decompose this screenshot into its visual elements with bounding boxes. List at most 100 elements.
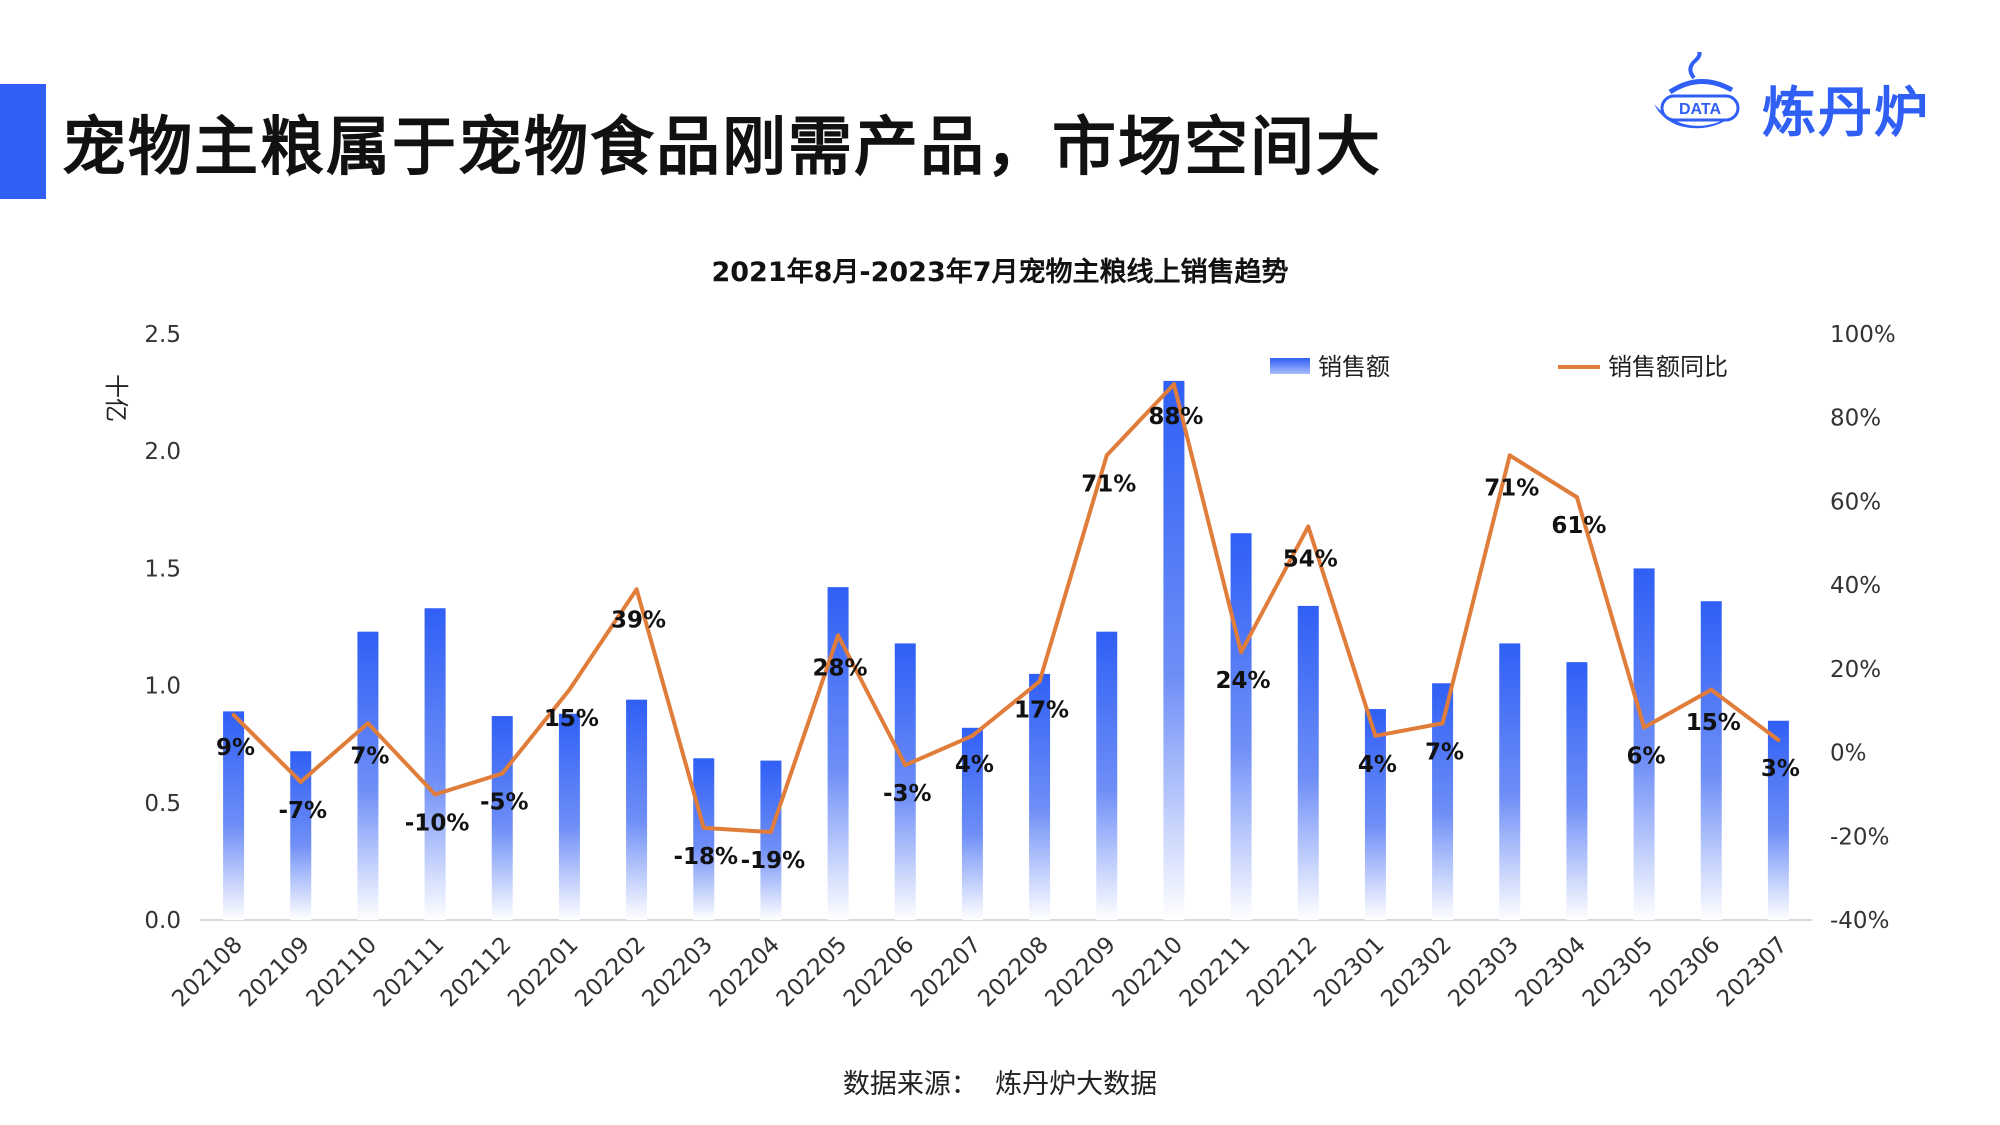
y-axis-unit: 十亿 [102, 374, 130, 422]
sales-bar [693, 758, 715, 920]
x-axis-tick-label: 202205 [772, 932, 852, 1012]
yoy-growth-point [768, 830, 773, 835]
yoy-growth-point [500, 771, 505, 776]
sales-bar [424, 608, 446, 920]
yoy-data-label: 61% [1551, 513, 1606, 539]
sales-bar [1432, 683, 1454, 920]
sales-bar [827, 587, 849, 920]
yoy-growth-point [1239, 650, 1244, 655]
x-axis-tick-label: 202207 [906, 932, 986, 1012]
x-axis-tick-label: 202201 [503, 932, 583, 1012]
legend-line-label: 销售额同比 [1608, 353, 1728, 381]
data-source-note: 数据来源： 炼丹炉大数据 [842, 1069, 1158, 1100]
y2-axis-tick-label: 100% [1830, 322, 1896, 348]
yoy-growth-point [298, 779, 303, 784]
yoy-data-label: -10% [405, 810, 470, 836]
y2-axis-tick-label: 60% [1830, 489, 1881, 515]
sales-bar [760, 760, 782, 920]
sales-bar [1364, 709, 1386, 920]
x-axis-tick-label: 202203 [638, 932, 718, 1012]
x-axis-tick-label: 202208 [973, 932, 1053, 1012]
yoy-data-label: 54% [1283, 547, 1338, 573]
yoy-growth-point [1574, 495, 1579, 500]
y-axis-tick-label: 0.5 [144, 791, 181, 817]
yoy-growth-point [1037, 679, 1042, 684]
sales-bar [1767, 720, 1789, 920]
y-axis-tick-label: 1.5 [144, 556, 181, 582]
yoy-data-label: -3% [883, 781, 932, 807]
y-axis-tick-label: 0.0 [144, 908, 181, 934]
yoy-data-label: 4% [1358, 752, 1397, 778]
yoy-growth-line [232, 382, 1780, 835]
sales-bar [1163, 380, 1185, 920]
yoy-data-label: 15% [544, 706, 599, 732]
yoy-growth-point [1507, 453, 1512, 458]
yoy-growth-point [1104, 453, 1109, 458]
y2-axis-tick-label: 80% [1830, 406, 1881, 432]
x-axis-tick-label: 202301 [1309, 932, 1389, 1012]
yoy-data-label: 3% [1761, 756, 1800, 782]
yoy-growth-point [1306, 524, 1311, 529]
y2-axis-tick-label: -20% [1830, 824, 1889, 850]
sales-bar [1297, 605, 1319, 920]
yoy-data-label: 88% [1148, 404, 1203, 430]
yoy-data-label: 39% [611, 607, 666, 633]
yoy-data-label: 7% [350, 743, 389, 769]
x-axis-tick-label: 202112 [436, 932, 516, 1012]
sales-bar [1566, 662, 1588, 920]
logo-text: 炼丹炉 [1762, 81, 1930, 144]
yoy-data-label: 6% [1627, 743, 1666, 769]
x-axis-tick-label: 202111 [369, 932, 449, 1012]
sales-bar [491, 716, 513, 920]
sales-bar [894, 643, 916, 920]
x-axis-tick-label: 202212 [1242, 932, 1322, 1012]
yoy-data-label: 17% [1014, 697, 1069, 723]
yoy-growth-point [970, 733, 975, 738]
x-axis-tick-label: 202210 [1108, 932, 1188, 1012]
yoy-data-label: 24% [1216, 668, 1271, 694]
y-axis-tick-label: 2.0 [144, 439, 181, 465]
yoy-growth-point [1642, 725, 1647, 730]
y-axis-tick-label: 1.0 [144, 674, 181, 700]
sales-bar [1096, 631, 1118, 920]
x-axis-tick-label: 202307 [1712, 932, 1792, 1012]
sales-bar [223, 711, 245, 920]
x-axis-tick-label: 202202 [570, 932, 650, 1012]
y2-axis-tick-label: 0% [1830, 741, 1867, 767]
x-axis-tick-label: 202109 [235, 932, 315, 1012]
yoy-growth-point [634, 587, 639, 592]
y2-axis-tick-label: 20% [1830, 657, 1881, 683]
yoy-data-label: -5% [480, 790, 529, 816]
title-accent-bar [0, 84, 46, 199]
yoy-data-label: 28% [813, 655, 868, 681]
y2-axis-tick-label: 40% [1830, 573, 1881, 599]
x-axis-tick-label: 202304 [1511, 932, 1591, 1012]
x-axis-tick-label: 202305 [1578, 932, 1658, 1012]
x-axis-tick-label: 202302 [1376, 932, 1456, 1012]
yoy-growth-point [365, 721, 370, 726]
yoy-growth-point [433, 792, 438, 797]
sales-bar [558, 713, 580, 920]
y-axis-tick-label: 2.5 [144, 322, 181, 348]
yoy-growth-point [231, 712, 236, 717]
x-axis-tick-label: 202206 [839, 932, 919, 1012]
logo-badge: DATA [1679, 101, 1722, 118]
yoy-data-label: 71% [1484, 475, 1539, 501]
yoy-growth-point [1709, 687, 1714, 692]
logo-icon: DATA [1654, 52, 1740, 129]
x-axis-tick-label: 202110 [302, 932, 382, 1012]
yoy-growth-point [836, 633, 841, 638]
sales-bar [1029, 673, 1051, 920]
sales-bar [1633, 568, 1655, 920]
x-axis-tick-label: 202209 [1041, 932, 1121, 1012]
yoy-data-label: -19% [741, 848, 806, 874]
yoy-data-label: -7% [278, 798, 327, 824]
yoy-growth-point [1373, 733, 1378, 738]
yoy-growth-point [567, 687, 572, 692]
sales-bar [1230, 533, 1252, 920]
yoy-data-label: 7% [1425, 739, 1464, 765]
x-axis-tick-label: 202303 [1444, 932, 1524, 1012]
yoy-growth-point [1171, 382, 1176, 387]
yoy-growth-point [903, 763, 908, 768]
